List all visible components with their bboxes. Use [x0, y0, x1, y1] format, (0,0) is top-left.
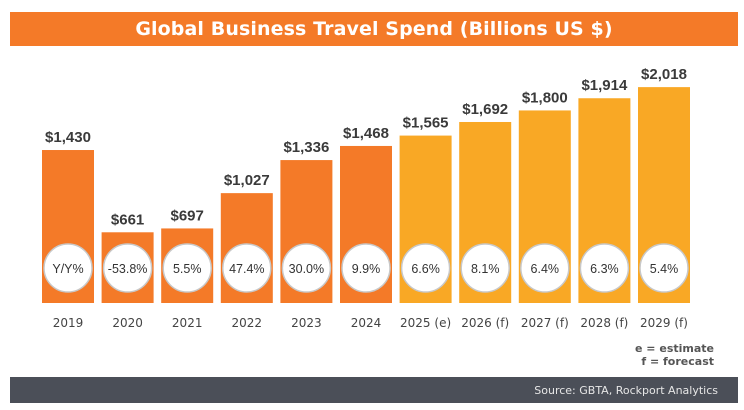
yoy-label: 5.5% [173, 262, 202, 276]
value-label: $1,027 [224, 172, 270, 189]
yoy-circle [222, 243, 272, 293]
x-tick-label: 2025 (e) [400, 316, 451, 330]
value-label: $1,336 [283, 139, 329, 156]
x-tick-label: 2024 [351, 316, 382, 330]
chart-title: Global Business Travel Spend (Billions U… [10, 12, 738, 46]
x-tick-label: 2029 (f) [640, 316, 688, 330]
yoy-label: 6.6% [411, 262, 440, 276]
value-label: $2,018 [641, 66, 687, 83]
yoy-label: 5.4% [650, 262, 679, 276]
yoy-label: -53.8% [108, 262, 148, 276]
yoy-label: 9.9% [352, 262, 381, 276]
legend-estimate: e = estimate [635, 342, 714, 355]
legend: e = estimate f = forecast [635, 342, 714, 368]
yoy-circle [460, 243, 510, 293]
yoy-label: Y/Y% [52, 262, 83, 276]
yoy-circle [341, 243, 391, 293]
x-tick-label: 2028 (f) [580, 316, 628, 330]
value-label: $1,800 [522, 89, 568, 106]
legend-forecast: f = forecast [641, 355, 714, 368]
yoy-label: 47.4% [229, 262, 264, 276]
source-bar: Source: GBTA, Rockport Analytics [10, 377, 738, 403]
yoy-label: 30.0% [289, 262, 324, 276]
x-tick-label: 2026 (f) [461, 316, 509, 330]
value-label: $1,692 [462, 101, 508, 118]
x-tick-label: 2021 [172, 316, 203, 330]
yoy-label: 8.1% [471, 262, 500, 276]
x-tick-label: 2020 [112, 316, 143, 330]
value-label: $1,565 [403, 115, 449, 132]
yoy-circle [43, 243, 93, 293]
yoy-circle [639, 243, 689, 293]
value-label: $1,430 [45, 129, 91, 146]
source-text: Source: GBTA, Rockport Analytics [534, 383, 718, 397]
yoy-circle [102, 243, 153, 293]
x-tick-label: 2027 (f) [521, 316, 569, 330]
yoy-circle [400, 243, 451, 293]
yoy-circle [520, 243, 570, 293]
yoy-circle [281, 243, 332, 293]
x-tick-label: 2022 [232, 316, 263, 330]
x-tick-label: 2019 [53, 316, 84, 330]
value-label: $661 [111, 211, 144, 228]
yoy-label: 6.4% [531, 262, 560, 276]
value-label: $1,914 [581, 77, 628, 94]
value-label: $697 [171, 207, 204, 224]
x-tick-label: 2023 [291, 316, 322, 330]
yoy-circle [579, 243, 630, 293]
value-label: $1,468 [343, 125, 389, 142]
yoy-label: 6.3% [590, 262, 619, 276]
yoy-circle [162, 243, 212, 293]
